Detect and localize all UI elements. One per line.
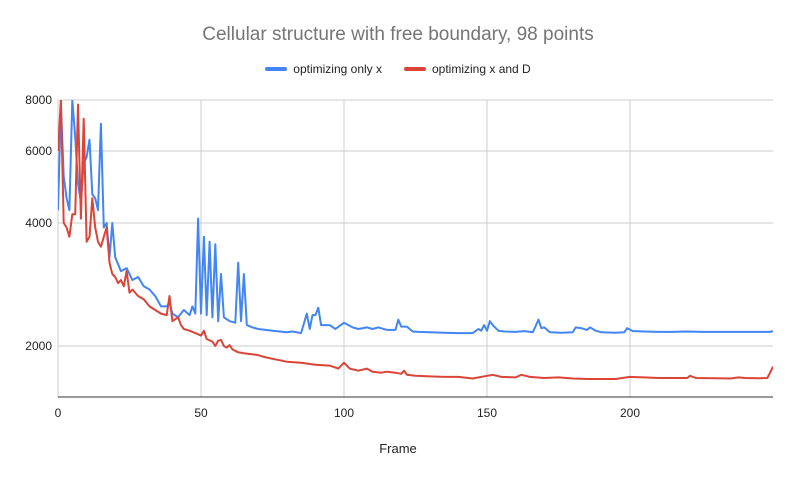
legend-swatch-series-1	[265, 67, 288, 71]
legend-item-series-2: optimizing x and D	[404, 62, 531, 76]
y-tick-label: 2000	[25, 339, 52, 353]
legend: optimizing only x optimizing x and D	[0, 62, 796, 76]
legend-label-series-1: optimizing only x	[293, 62, 382, 76]
x-tick-label: 50	[194, 406, 208, 420]
y-tick-label: 8000	[25, 93, 52, 107]
x-tick-label: 150	[477, 406, 497, 420]
y-tick-label: 4000	[25, 216, 52, 230]
chart-title: Cellular structure with free boundary, 9…	[202, 24, 594, 45]
series-line-2	[58, 100, 773, 380]
x-tick-label: 100	[334, 406, 354, 420]
x-tick-label: 0	[55, 406, 62, 420]
series-line-1	[58, 100, 773, 335]
x-axis-label: Frame	[379, 441, 417, 456]
x-tick-label: 200	[620, 406, 640, 420]
legend-swatch-series-2	[404, 67, 426, 71]
legend-item-series-1: optimizing only x	[265, 62, 382, 76]
legend-label-series-2: optimizing x and D	[432, 62, 531, 76]
y-tick-label: 6000	[25, 144, 52, 158]
